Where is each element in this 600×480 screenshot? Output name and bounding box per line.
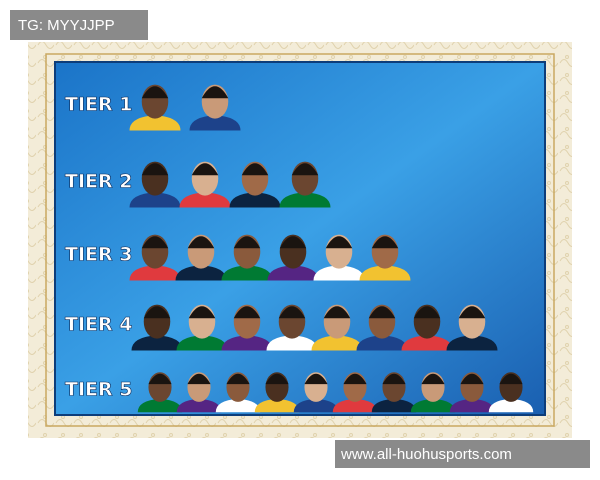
player-hair [141,236,169,249]
player-jersey [313,265,365,281]
player-jersey [401,335,453,351]
player-jersey [176,335,228,351]
player-hair [141,163,169,176]
player-hair [371,236,399,249]
player-hair [304,373,328,385]
watermark-box [10,10,148,40]
player-jersey [266,335,318,351]
player-jersey [359,265,411,281]
player-hair [143,306,171,319]
player-jersey [129,115,181,131]
player-jersey [254,398,300,413]
player-jersey [179,192,231,208]
player-hair [323,306,351,319]
player-jersey [446,335,498,351]
player-jersey [131,335,183,351]
player-hair [148,373,172,385]
player-jersey [410,398,456,413]
player-jersey [221,265,273,281]
player-jersey [488,398,534,413]
player-hair [278,306,306,319]
player-hair [325,236,353,249]
player-hair [421,373,445,385]
player-hair [458,306,486,319]
player-jersey [279,192,331,208]
tier-label: TIER 4 [65,314,132,336]
player-jersey [229,192,281,208]
player-hair [413,306,441,319]
player-hair [382,373,406,385]
player-hair [191,163,219,176]
player-hair [279,236,307,249]
player-hair [368,306,396,319]
frame-line [45,53,555,427]
player-hair [187,236,215,249]
tier-label: TIER 3 [65,244,132,266]
watermark-bottom: www.all-huohusports.com [340,446,512,463]
player-hair [265,373,289,385]
player-hair [291,163,319,176]
player-jersey [356,335,408,351]
player-jersey [293,398,339,413]
player-hair [343,373,367,385]
player-jersey [221,335,273,351]
player-jersey [176,398,222,413]
player-jersey [189,115,241,131]
player-jersey [371,398,417,413]
tier-label: TIER 2 [65,171,132,193]
player-jersey [311,335,363,351]
player-jersey [129,192,181,208]
player-jersey [137,398,183,413]
player-jersey [449,398,495,413]
player-jersey [215,398,261,413]
player-jersey [129,265,181,281]
player-jersey [332,398,378,413]
player-hair [460,373,484,385]
player-hair [233,306,261,319]
watermark-top: TG: MYYJJPP [18,17,115,34]
watermark-box [335,440,590,468]
player-hair [499,373,523,385]
player-hair [233,236,261,249]
player-hair [187,373,211,385]
player-hair [201,86,229,99]
tier-label: TIER 1 [65,94,132,116]
player-hair [188,306,216,319]
player-hair [226,373,250,385]
player-jersey [267,265,319,281]
tier-rows: TIER 1 TIER 2 TIER 3 TIER 4 TIER 5 [65,84,534,413]
player-hair [241,163,269,176]
player-hair [141,86,169,99]
tier-label: TIER 5 [65,379,132,401]
player-jersey [175,265,227,281]
